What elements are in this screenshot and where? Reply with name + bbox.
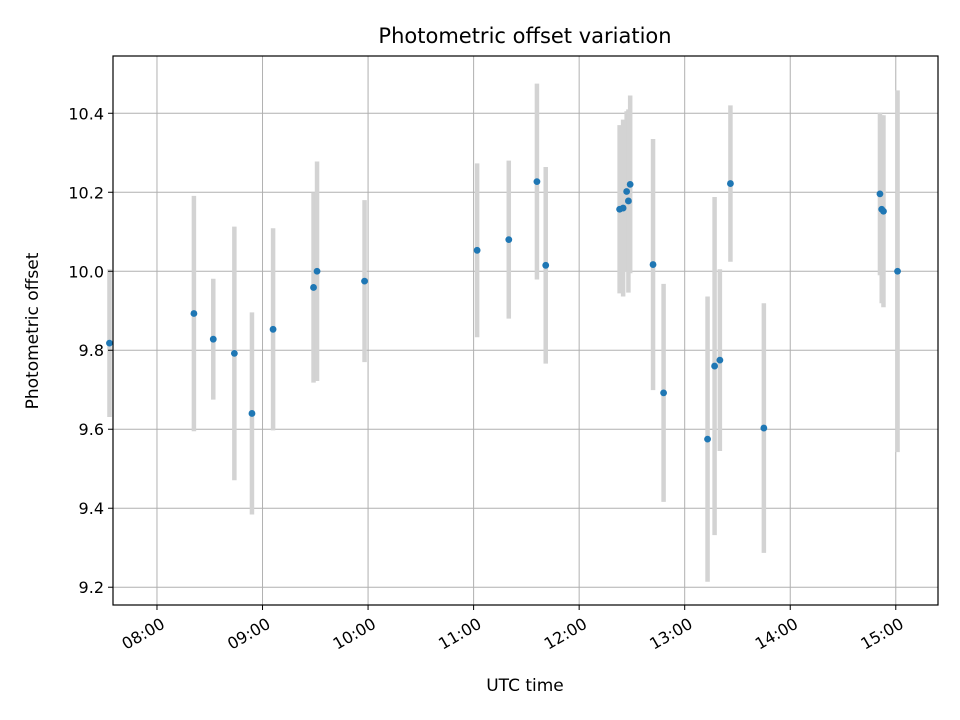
data-point bbox=[880, 207, 887, 215]
data-point bbox=[209, 335, 217, 343]
data-point bbox=[473, 246, 481, 254]
data-point bbox=[623, 188, 631, 195]
data-point bbox=[230, 350, 238, 357]
data-points bbox=[106, 178, 901, 443]
data-point bbox=[310, 284, 317, 291]
data-point bbox=[313, 267, 321, 275]
data-point bbox=[619, 204, 627, 212]
data-point bbox=[711, 362, 718, 370]
data-point bbox=[248, 410, 256, 417]
data-point bbox=[894, 267, 901, 275]
y-axis-ticks: 9.2 9.4 9.6 9.8 10.0 10.2 10.4 bbox=[68, 104, 113, 597]
data-point bbox=[542, 261, 550, 269]
data-point bbox=[269, 325, 277, 333]
y-tick-label: 9.2 bbox=[79, 578, 104, 597]
data-point bbox=[505, 236, 513, 244]
data-point bbox=[361, 277, 368, 285]
y-tick-label: 9.6 bbox=[79, 420, 104, 439]
y-tick-label: 10.4 bbox=[68, 104, 104, 123]
y-axis-label: Photometric offset bbox=[23, 252, 43, 409]
data-point bbox=[649, 261, 657, 268]
data-point bbox=[704, 435, 711, 443]
data-point bbox=[727, 180, 734, 187]
data-point bbox=[533, 178, 541, 185]
data-point bbox=[190, 310, 198, 317]
data-point bbox=[876, 190, 884, 198]
data-point bbox=[625, 197, 632, 205]
data-point bbox=[660, 389, 667, 397]
y-tick-label: 9.4 bbox=[79, 499, 104, 518]
x-axis-label: UTC time bbox=[486, 676, 564, 696]
data-point bbox=[716, 356, 724, 364]
data-point bbox=[626, 180, 634, 188]
chart-title: Photometric offset variation bbox=[378, 24, 671, 48]
y-tick-label: 10.0 bbox=[68, 262, 104, 281]
data-point bbox=[760, 424, 768, 432]
y-tick-label: 10.2 bbox=[68, 183, 104, 202]
y-tick-label: 9.8 bbox=[79, 341, 104, 360]
plot-frame bbox=[112, 55, 939, 606]
data-point bbox=[106, 339, 113, 347]
